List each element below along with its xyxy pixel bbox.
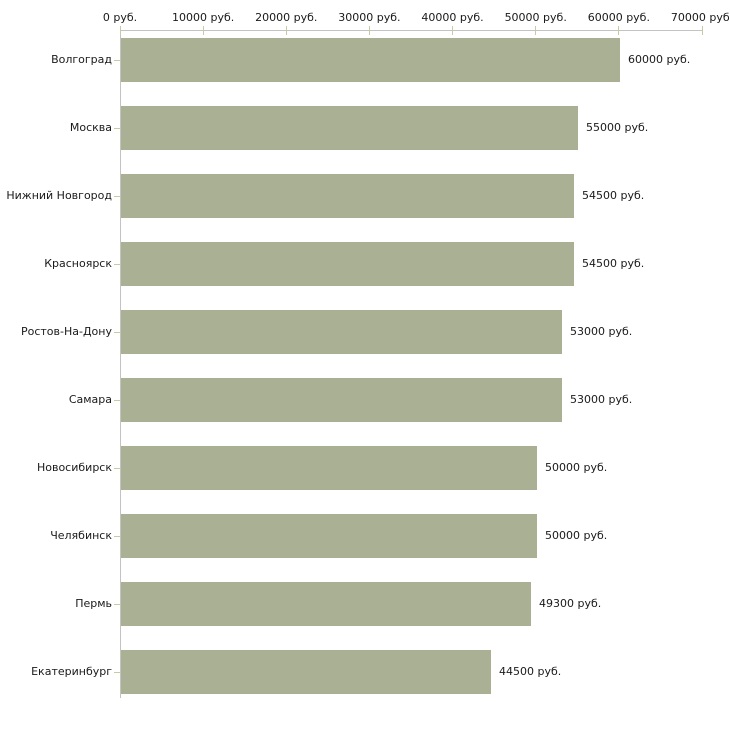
bar[interactable] [121,650,491,694]
city-label: Нижний Новгород [6,189,112,202]
x-axis-tick-label: 40000 руб. [421,11,484,24]
bar[interactable] [121,378,562,422]
value-label: 60000 руб. [628,53,691,66]
x-axis-tick [535,26,537,35]
bar-row: Ростов-На-Дону 53000 руб. [0,302,730,370]
x-axis-tick-label: 20000 руб. [255,11,318,24]
bar[interactable] [121,242,574,286]
x-axis-tick-label: 50000 руб. [504,11,567,24]
value-label: 54500 руб. [582,189,645,202]
value-label: 49300 руб. [539,597,602,610]
x-axis-tick-label: 0 руб. [102,11,138,24]
bar-row: Екатеринбург 44500 руб. [0,642,730,710]
bar-row: Нижний Новгород 54500 руб. [0,166,730,234]
city-label: Москва [69,121,112,134]
bar-row: Челябинск 50000 руб. [0,506,730,574]
value-label: 55000 руб. [586,121,649,134]
y-axis-tick [114,60,120,61]
x-axis-tick-label: 60000 руб. [587,11,650,24]
bar-row: Красноярск 54500 руб. [0,234,730,302]
city-label: Новосибирск [36,461,112,474]
bar[interactable] [121,174,574,218]
city-label: Ростов-На-Дону [20,325,112,338]
y-axis-tick [114,264,120,265]
y-axis-tick [114,468,120,469]
y-axis-tick [114,604,120,605]
bar-row: Москва 55000 руб. [0,98,730,166]
bar[interactable] [121,446,537,490]
value-label: 53000 руб. [570,325,633,338]
bar[interactable] [121,38,620,82]
bar-row: Волгоград 60000 руб. [0,30,730,98]
bar[interactable] [121,310,562,354]
x-axis-tick [285,26,287,35]
bar[interactable] [121,514,537,558]
x-axis-tick-label: 10000 руб. [172,11,235,24]
y-axis-tick [114,332,120,333]
value-label: 53000 руб. [570,393,633,406]
x-axis-tick [119,26,121,35]
x-axis-tick [368,26,370,35]
y-axis-tick [114,400,120,401]
y-axis-tick [114,128,120,129]
bar-row: Пермь 49300 руб. [0,574,730,642]
city-label: Красноярск [44,257,112,270]
value-label: 50000 руб. [545,461,608,474]
y-axis-tick [114,196,120,197]
bar[interactable] [121,582,531,626]
city-label: Самара [68,393,112,406]
city-label: Пермь [75,597,112,610]
x-axis-tick [452,26,454,35]
city-label: Челябинск [50,529,112,542]
value-label: 44500 руб. [499,665,562,678]
bar-row: Самара 53000 руб. [0,370,730,438]
city-label: Волгоград [51,53,112,66]
x-axis-tick [202,26,204,35]
bar[interactable] [121,106,578,150]
value-label: 50000 руб. [545,529,608,542]
value-label: 54500 руб. [582,257,645,270]
x-axis-tick-label: 70000 руб. [670,11,730,24]
city-label: Екатеринбург [31,665,112,678]
x-axis-tick-label: 30000 руб. [338,11,401,24]
y-axis-tick [114,536,120,537]
y-axis-tick [114,672,120,673]
x-axis-tick [701,26,703,35]
x-axis-line [120,30,703,31]
x-axis-tick [618,26,620,35]
y-axis-line [120,30,121,698]
bar-row: Новосибирск 50000 руб. [0,438,730,506]
